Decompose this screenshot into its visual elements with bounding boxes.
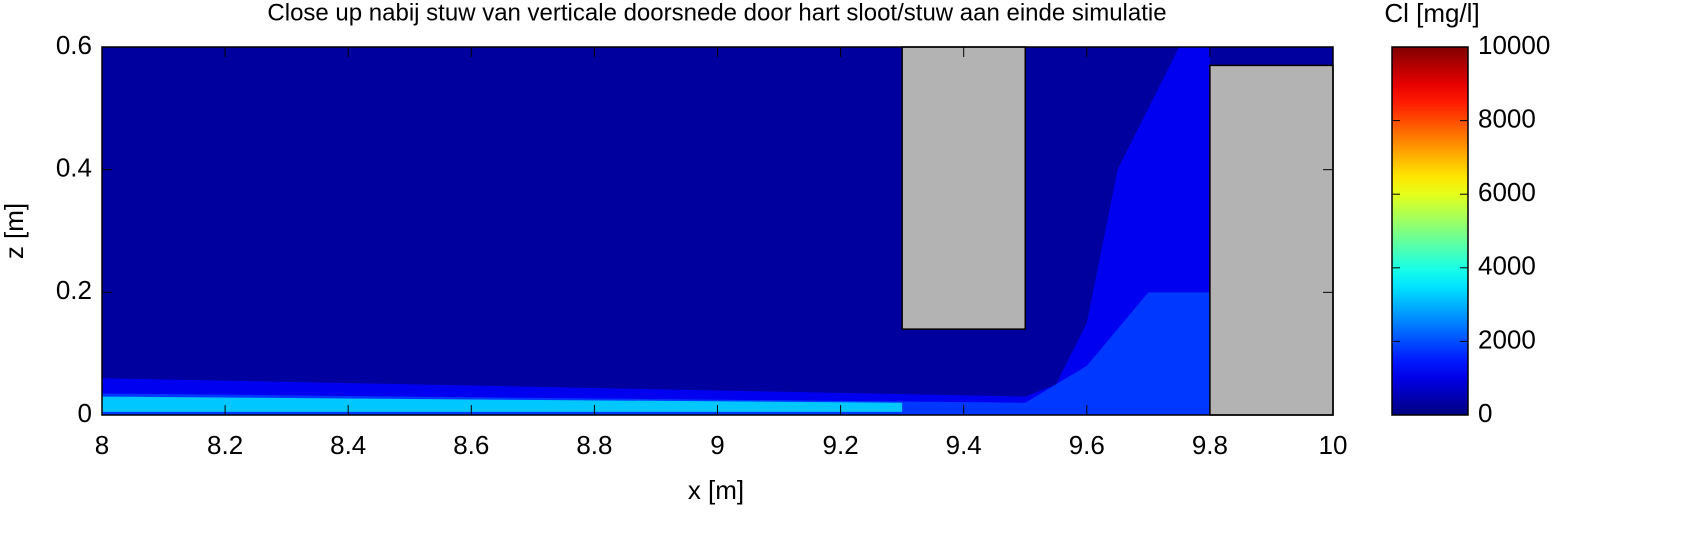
x-tick-label: 8.4 [330, 430, 366, 460]
colorbar-tick-label: 0 [1478, 398, 1492, 428]
field-region [102, 396, 903, 412]
colorbar-label: Cl [mg/l] [1384, 0, 1479, 28]
x-tick-label: 8.2 [207, 430, 243, 460]
x-tick-label: 8.8 [576, 430, 612, 460]
x-tick-label: 9.4 [946, 430, 982, 460]
obstacle [1209, 64, 1334, 416]
obstacle [901, 46, 1027, 330]
colorbar-tick-label: 10000 [1478, 30, 1550, 60]
y-tick-label: 0 [78, 398, 92, 428]
colorbar-tick-label: 8000 [1478, 103, 1536, 133]
y-tick-label: 0.4 [56, 153, 92, 183]
colorbar-tick-label: 2000 [1478, 324, 1536, 354]
x-tick-label: 9.6 [1069, 430, 1105, 460]
y-axis-label: z [m] [0, 203, 29, 259]
y-tick-label: 0.2 [56, 275, 92, 305]
colorbar-tick-label: 4000 [1478, 251, 1536, 281]
colorbar-tick-label: 6000 [1478, 177, 1536, 207]
x-tick-label: 9 [710, 430, 724, 460]
x-tick-label: 8.6 [453, 430, 489, 460]
x-tick-label: 10 [1319, 430, 1348, 460]
x-tick-label: 9.2 [823, 430, 859, 460]
x-tick-label: 9.8 [1192, 430, 1228, 460]
chart-title: Close up nabij stuw van verticale doorsn… [267, 0, 1166, 26]
x-axis-label: x [m] [688, 475, 744, 505]
colorbar [1391, 46, 1469, 416]
y-tick-label: 0.6 [56, 30, 92, 60]
x-tick-label: 8 [95, 430, 109, 460]
